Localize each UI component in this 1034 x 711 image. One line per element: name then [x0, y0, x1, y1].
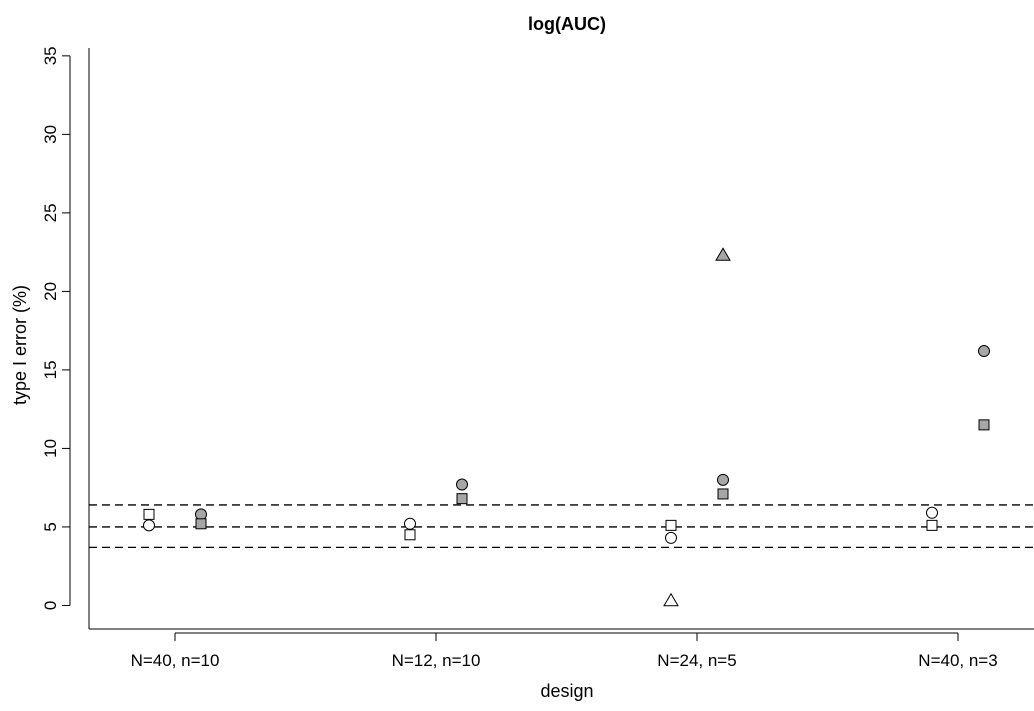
- data-point-square: [404, 529, 416, 541]
- y-tick-label: 10: [41, 439, 60, 458]
- data-point-circle: [143, 519, 155, 532]
- y-tick-label: 5: [41, 522, 60, 531]
- data-point-triangle: [715, 247, 731, 261]
- data-point-square: [717, 488, 729, 500]
- y-axis-label: type I error (%): [10, 285, 30, 405]
- chart-title: log(AUC): [528, 14, 606, 34]
- data-point-circle: [456, 478, 468, 491]
- reference-lines: [89, 504, 1034, 548]
- data-point-circle: [404, 517, 416, 530]
- x-axis-label: design: [540, 681, 593, 701]
- data-point-triangle: [663, 592, 679, 607]
- y-tick-label: 20: [41, 282, 60, 301]
- data-point-square: [143, 508, 155, 520]
- data-point-square: [926, 519, 938, 531]
- data-point-square: [665, 519, 677, 531]
- data-point-circle: [717, 473, 729, 486]
- axes: 0 5 10 15 20 25 30 35 N=40, n=10 N=12, n=10 N=24, …: [41, 46, 1034, 670]
- data-point-square: [456, 493, 468, 505]
- data-point-square: [195, 518, 207, 530]
- x-tick-label: N=12, n=10: [392, 651, 481, 670]
- y-tick-label: 30: [41, 125, 60, 144]
- x-tick-label: N=40, n=10: [131, 651, 220, 670]
- y-tick-label: 0: [41, 601, 60, 610]
- data-point-square: [978, 419, 990, 431]
- x-tick-label: N=24, n=5: [657, 651, 736, 670]
- x-tick-label: N=40, n=3: [918, 651, 997, 670]
- data-point-circle: [978, 345, 990, 358]
- y-tick-label: 35: [41, 46, 60, 65]
- data-point-circle: [195, 508, 207, 521]
- data-point-circle: [665, 531, 677, 544]
- y-tick-label: 15: [41, 360, 60, 379]
- data-point-circle: [926, 506, 938, 519]
- data-points: [143, 247, 990, 607]
- y-tick-label: 25: [41, 203, 60, 222]
